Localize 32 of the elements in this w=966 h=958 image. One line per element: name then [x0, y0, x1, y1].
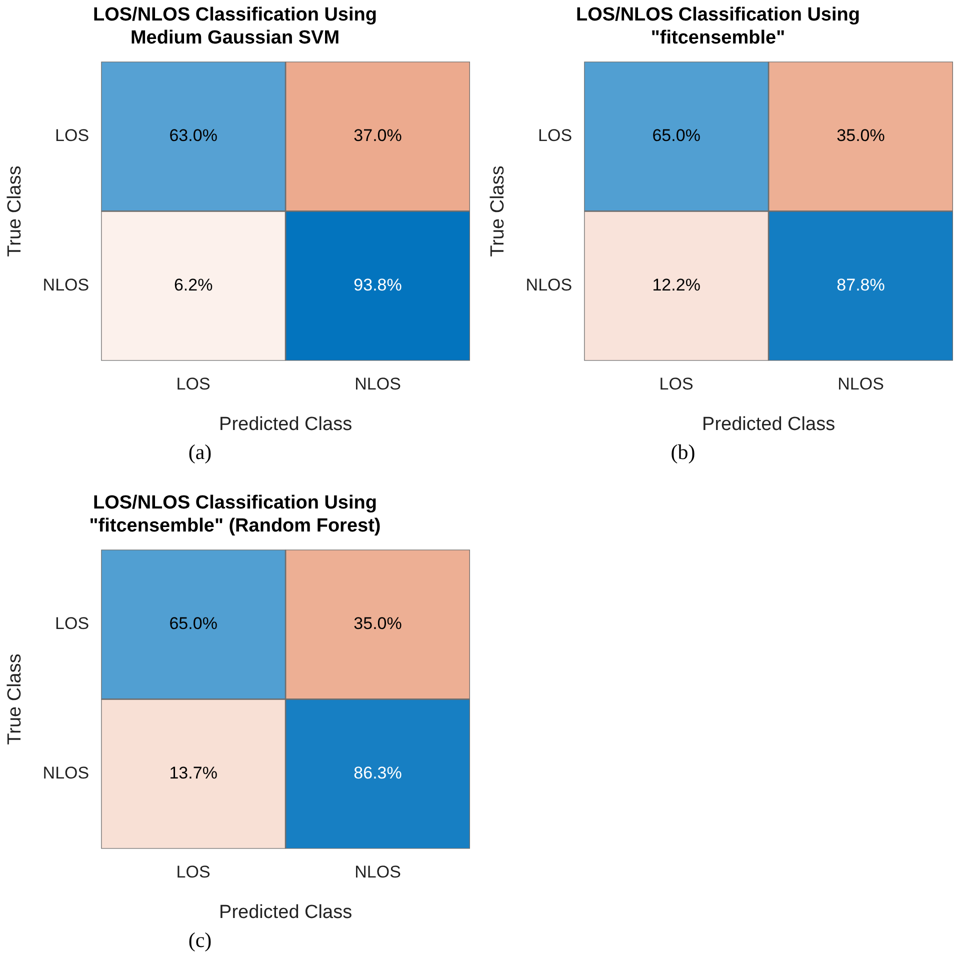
text: (a): [187, 440, 213, 465]
x-tick-label: NLOS: [838, 374, 884, 394]
data-label: 86.3%: [354, 764, 402, 783]
x-tick-label: LOS: [176, 374, 210, 394]
chart-title: LOS/NLOS Classification Using Medium Gaussian SVM: [93, 4, 377, 48]
data-label: 87.8%: [836, 276, 885, 295]
y-tick-label: LOS: [55, 614, 90, 634]
x-axis-title: Predicted Class: [219, 902, 352, 923]
data-label: 63.0%: [169, 126, 218, 146]
x-axis-title: Predicted Class: [702, 414, 836, 435]
y-tick-label: NLOS: [42, 764, 90, 783]
y-tick-label: NLOS: [42, 276, 90, 295]
text: (c): [187, 928, 213, 953]
data-label: 6.2%: [174, 276, 213, 295]
data-label: 12.2%: [652, 276, 700, 295]
data-label: 35.0%: [354, 614, 402, 634]
data-label: 65.0%: [652, 126, 700, 146]
data-label: 93.8%: [354, 276, 402, 295]
data-label: 37.0%: [354, 126, 402, 146]
x-tick-label: LOS: [659, 374, 694, 394]
y-axis-title: True Class: [4, 166, 26, 257]
y-axis-title: True Class: [4, 654, 26, 745]
y-axis-title: True Class: [488, 166, 509, 257]
data-label: 35.0%: [836, 126, 885, 146]
y-tick-label: LOS: [55, 126, 90, 146]
chart-title: LOS/NLOS Classification Using "fitcensemble" (Random Forest): [89, 492, 381, 536]
text: (b): [670, 440, 696, 465]
x-tick-label: NLOS: [354, 374, 401, 394]
x-axis-title: Predicted Class: [219, 414, 352, 435]
data-label: 65.0%: [169, 614, 218, 634]
data-label: 13.7%: [169, 764, 218, 783]
chart-title: LOS/NLOS Classification Using "fitcensemble": [576, 4, 860, 48]
